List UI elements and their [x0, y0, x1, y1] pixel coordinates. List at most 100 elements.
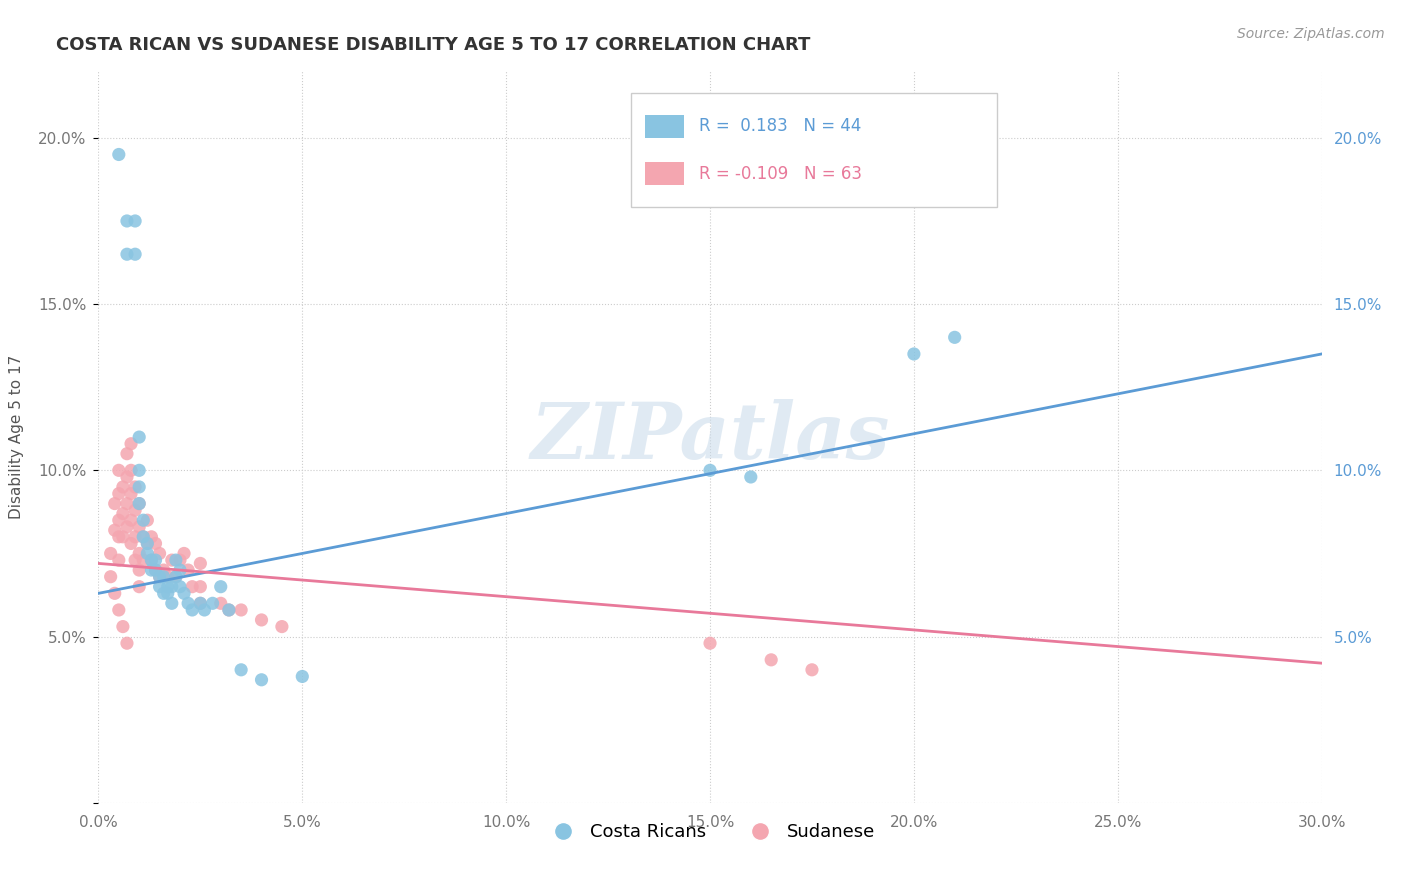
FancyBboxPatch shape [630, 94, 997, 207]
Point [156, 586, 179, 600]
Point [136, 536, 159, 550]
Point [761, 653, 783, 667]
Point [141, 530, 163, 544]
Legend: Costa Ricans, Sudanese: Costa Ricans, Sudanese [537, 816, 883, 848]
Point [173, 546, 195, 560]
Point [132, 553, 155, 567]
Point [165, 553, 187, 567]
Point [699, 636, 721, 650]
Point [145, 553, 167, 567]
Point [903, 347, 925, 361]
Point [128, 563, 150, 577]
Point [120, 513, 142, 527]
Point [156, 570, 179, 584]
Point [108, 530, 131, 544]
Point [108, 147, 131, 161]
Point [120, 436, 142, 450]
Y-axis label: Disability Age 5 to 17: Disability Age 5 to 17 [10, 355, 24, 519]
Text: R = -0.109   N = 63: R = -0.109 N = 63 [699, 165, 862, 183]
Point [145, 563, 167, 577]
Point [111, 507, 134, 521]
Point [209, 596, 232, 610]
Point [145, 536, 167, 550]
Point [104, 586, 127, 600]
Point [104, 497, 127, 511]
Point [231, 663, 253, 677]
Point [115, 470, 138, 484]
Point [128, 497, 150, 511]
Point [149, 546, 172, 560]
Point [136, 536, 159, 550]
Point [124, 247, 146, 261]
Text: R =  0.183   N = 44: R = 0.183 N = 44 [699, 117, 862, 136]
Point [128, 480, 150, 494]
Point [128, 430, 150, 444]
Point [181, 580, 204, 594]
Point [128, 463, 150, 477]
Point [100, 546, 122, 560]
Point [124, 214, 146, 228]
Point [201, 596, 224, 610]
Text: Source: ZipAtlas.com: Source: ZipAtlas.com [1237, 27, 1385, 41]
Point [250, 673, 273, 687]
Point [108, 553, 131, 567]
Text: ZIPatlas: ZIPatlas [530, 399, 890, 475]
Bar [645, 162, 685, 186]
Point [136, 546, 159, 560]
Point [152, 586, 174, 600]
Point [115, 447, 138, 461]
Point [740, 470, 762, 484]
Point [801, 663, 824, 677]
Point [128, 546, 150, 560]
Point [177, 563, 200, 577]
Point [128, 520, 150, 534]
Point [291, 669, 314, 683]
Point [188, 596, 212, 610]
Point [209, 580, 232, 594]
Point [124, 480, 146, 494]
Point [218, 603, 240, 617]
Point [188, 580, 212, 594]
Point [152, 563, 174, 577]
Point [193, 603, 215, 617]
Point [115, 497, 138, 511]
Point [111, 480, 134, 494]
Point [128, 497, 150, 511]
Point [136, 513, 159, 527]
Point [149, 570, 172, 584]
Point [173, 586, 195, 600]
Point [124, 503, 146, 517]
Point [108, 486, 131, 500]
Point [111, 619, 134, 633]
Point [120, 536, 142, 550]
Point [141, 553, 163, 567]
Point [115, 214, 138, 228]
Point [156, 580, 179, 594]
Point [108, 463, 131, 477]
Point [108, 513, 131, 527]
Point [188, 596, 212, 610]
Bar [645, 114, 685, 138]
Point [160, 596, 183, 610]
Point [132, 530, 155, 544]
Point [132, 513, 155, 527]
Point [231, 603, 253, 617]
Text: COSTA RICAN VS SUDANESE DISABILITY AGE 5 TO 17 CORRELATION CHART: COSTA RICAN VS SUDANESE DISABILITY AGE 5… [56, 36, 811, 54]
Point [149, 570, 172, 584]
Point [181, 603, 204, 617]
Point [250, 613, 273, 627]
Point [111, 530, 134, 544]
Point [115, 247, 138, 261]
Point [699, 463, 721, 477]
Point [177, 596, 200, 610]
Point [141, 553, 163, 567]
Point [124, 530, 146, 544]
Point [169, 580, 191, 594]
Point [165, 570, 187, 584]
Point [124, 553, 146, 567]
Point [115, 520, 138, 534]
Point [218, 603, 240, 617]
Point [165, 570, 187, 584]
Point [104, 523, 127, 537]
Point [152, 570, 174, 584]
